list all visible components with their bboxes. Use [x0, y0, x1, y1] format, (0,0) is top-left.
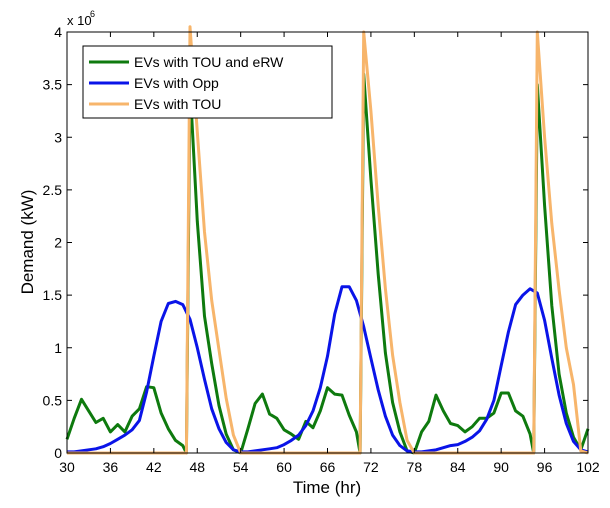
x-tick-label: 30 — [59, 459, 75, 475]
series-line-tou — [67, 25, 589, 455]
x-tick-label: 102 — [576, 459, 600, 475]
legend-label-tou: EVs with TOU — [134, 96, 221, 112]
x-tick-label: 72 — [363, 459, 379, 475]
x-tick-label: 48 — [189, 459, 205, 475]
x-tick-labels: 30 36 42 48 54 60 66 72 78 84 90 96 102 — [59, 459, 600, 475]
y-tick-label: 3 — [54, 129, 62, 145]
y-axis-label: Demand (kW) — [18, 190, 37, 295]
y-tick-label: 2 — [54, 235, 62, 251]
x-tick-label: 66 — [320, 459, 336, 475]
y-tick-label: 1 — [54, 340, 62, 356]
y-tick-label: 0 — [54, 445, 62, 461]
legend-label-tou-erw: EVs with TOU and eRW — [134, 54, 284, 70]
y-tick-label: 3.5 — [43, 77, 63, 93]
x-tick-label: 42 — [146, 459, 162, 475]
y-tick-label: 0.5 — [43, 392, 63, 408]
x-tick-label: 96 — [537, 459, 553, 475]
series-line-opp — [67, 285, 589, 454]
series-lines — [65, 25, 590, 455]
series-line-tou-erw — [65, 72, 590, 455]
x-axis-label: Time (hr) — [293, 478, 361, 497]
x-tick-label: 78 — [407, 459, 423, 475]
axis-ticks — [66, 31, 589, 454]
y-multiplier-exponent: 6 — [90, 9, 95, 19]
legend-label-opp: EVs with Opp — [134, 75, 219, 91]
x-tick-label: 36 — [103, 459, 119, 475]
legend: EVs with TOU and eRW EVs with Opp EVs wi… — [82, 45, 333, 119]
x-tick-label: 60 — [276, 459, 292, 475]
y-tick-labels: 0 0.5 1 1.5 2 2.5 3 3.5 4 — [43, 24, 63, 461]
x-tick-label: 84 — [450, 459, 466, 475]
y-tick-label: 1.5 — [43, 287, 63, 303]
y-tick-label: 2.5 — [43, 182, 63, 198]
y-tick-label: 4 — [54, 24, 62, 40]
x-tick-label: 90 — [493, 459, 509, 475]
x-tick-label: 54 — [233, 459, 249, 475]
y-multiplier-label: x 10 — [67, 13, 92, 28]
